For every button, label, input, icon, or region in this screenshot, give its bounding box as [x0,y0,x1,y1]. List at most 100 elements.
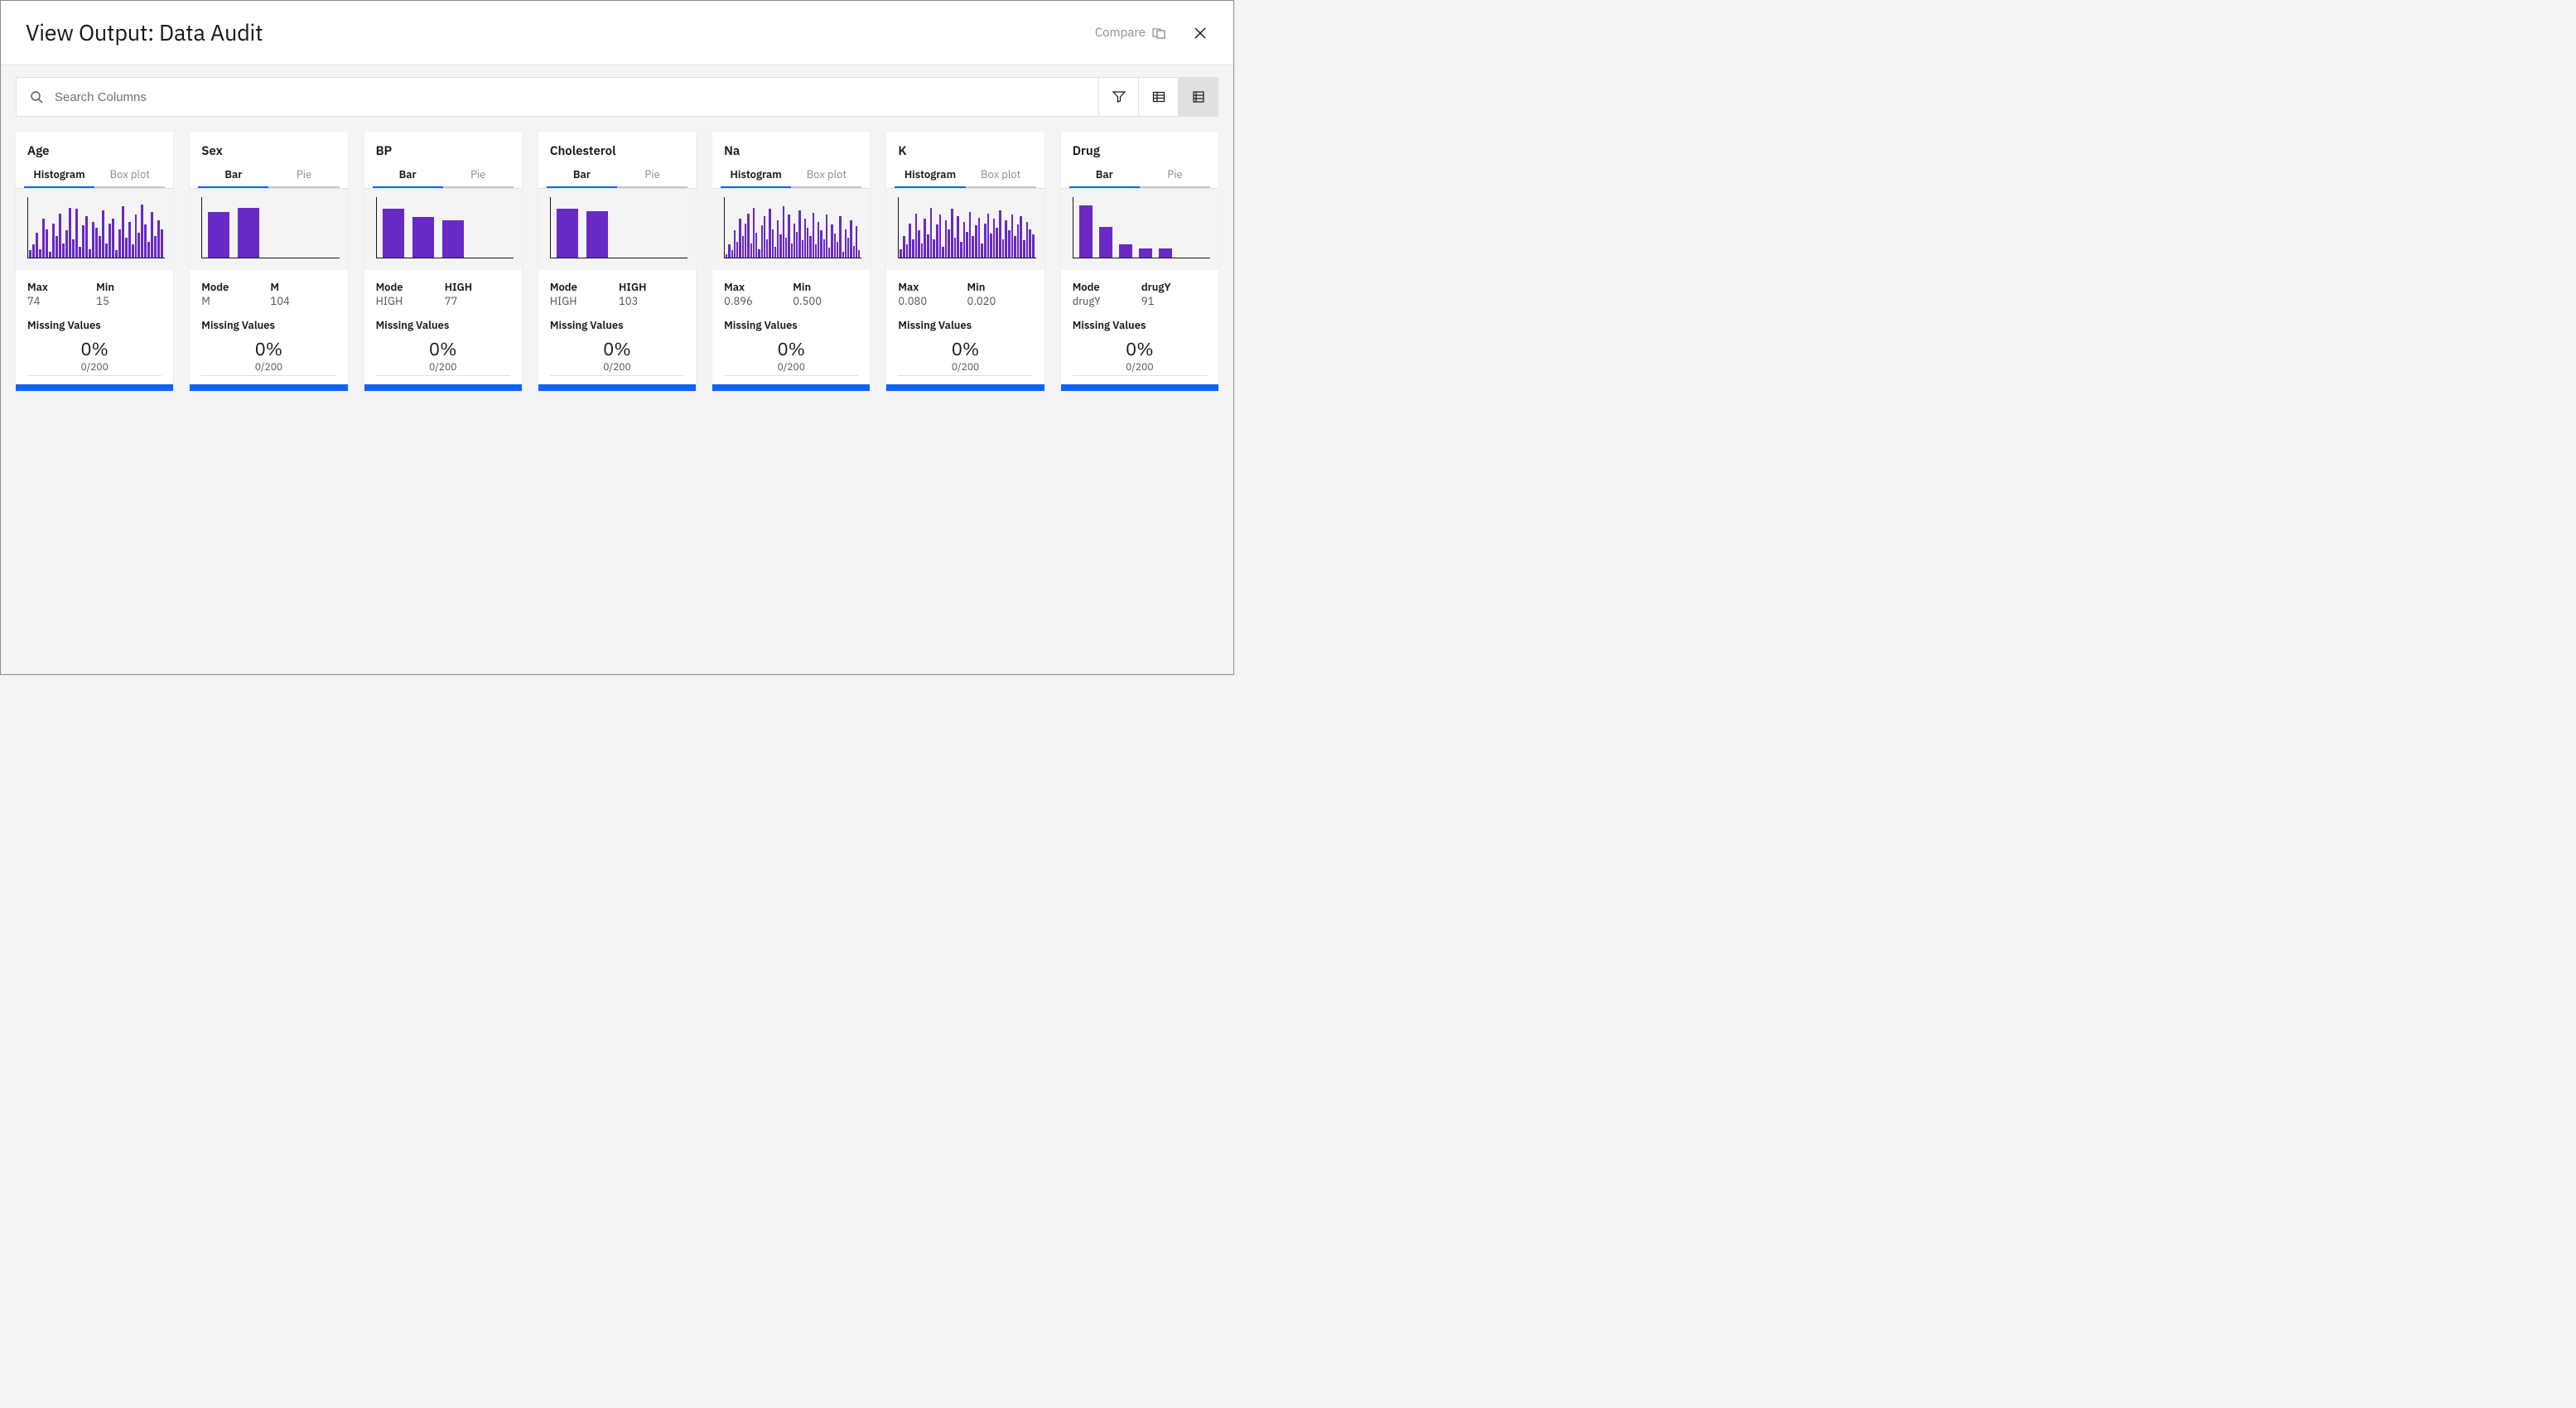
stat-value: M [201,294,267,308]
column-card-drug: DrugBarPieModedrugYdrugY91Missing Values… [1061,132,1218,391]
chart-tabs: BarPie [1061,164,1218,189]
stats-row: Max0.896 Min0.500 [712,270,870,310]
missing-pct: 0% [27,337,162,361]
tab-pie[interactable]: Pie [617,167,687,188]
missing-values: Missing Values 0%0/200 [16,310,173,379]
chart-area [1061,189,1218,270]
missing-values-label: Missing Values [898,318,1032,332]
page-title: View Output: Data Audit [26,18,263,47]
missing-values-label: Missing Values [550,318,684,332]
stat-label: Min [96,280,162,294]
stat-label: Min [793,280,858,294]
chart-tabs: BarPie [190,164,347,189]
missing-values: Missing Values0%0/200 [364,310,522,379]
compare-button[interactable]: Compare [1095,25,1165,41]
stat-value: 0.020 [967,294,1033,308]
close-button[interactable] [1190,23,1210,43]
stat-label: Max [724,280,789,294]
stat-value: 0.896 [724,294,789,308]
tab-bar[interactable]: Bar [373,167,443,188]
tab-bar[interactable]: Bar [547,167,617,188]
chart-area [190,189,347,270]
close-icon [1194,27,1207,40]
stat-value: 77 [445,294,510,308]
stat-value: drugY [1073,294,1138,308]
card-accent-bar [538,384,696,391]
stat-value: 74 [27,294,93,308]
missing-values-label: Missing Values [201,318,335,332]
column-card-bp: BPBarPieModeHIGHHIGH77Missing Values0%0/… [364,132,522,391]
missing-frac: 0/200 [724,361,858,374]
card-view-icon [1192,90,1205,104]
card-title: Age [16,132,173,164]
card-title: Drug [1061,132,1218,164]
stat-value: HIGH [550,294,615,308]
stats-row: ModeMM104 [190,270,347,310]
tab-pie[interactable]: Pie [443,167,514,188]
stats-row: Max74Min15 [16,270,173,310]
missing-values: Missing Values 0%0/200 [886,310,1044,379]
card-title: Sex [190,132,347,164]
tab-bar[interactable]: Bar [198,167,268,188]
tab-histogram[interactable]: Histogram [721,167,791,188]
missing-values-label: Missing Values [27,318,162,332]
filter-button[interactable] [1098,78,1138,116]
search-wrap [17,78,1098,116]
tab-histogram[interactable]: Histogram [24,167,94,188]
missing-values-label: Missing Values [724,318,858,332]
missing-values: Missing Values0%0/200 [190,310,347,379]
tab-pie[interactable]: Pie [268,167,339,188]
stat-value: 15 [96,294,162,308]
missing-pct: 0% [898,337,1032,361]
missing-pct: 0% [201,337,335,361]
column-card-age: AgeHistogramBox plotMax74Min15Missing Va… [16,132,173,391]
tab-bar[interactable]: Bar [1069,167,1140,188]
filter-icon [1112,90,1126,104]
search-icon [30,90,43,104]
tab-boxplot[interactable]: Box plot [94,167,165,188]
card-accent-bar [364,384,522,391]
chart-area [538,189,696,270]
missing-values-label: Missing Values [376,318,510,332]
card-view-button[interactable] [1178,78,1218,116]
search-input[interactable] [55,90,1085,104]
stat-label: HIGH [619,280,684,294]
card-title: K [886,132,1044,164]
stat-label: HIGH [445,280,510,294]
column-card-na: NaHistogramBox plotMax0.896Min0.500Missi… [712,132,870,391]
header-bar: View Output: Data Audit Compare [1,1,1233,65]
table-icon [1152,90,1165,104]
missing-frac: 0/200 [898,361,1032,374]
stat-label: Mode [1073,280,1138,294]
cards-grid: AgeHistogramBox plotMax74Min15Missing Va… [1,117,1233,406]
data-audit-window: View Output: Data Audit Compare [0,0,1234,675]
stats-row: ModeHIGHHIGH103 [538,270,696,310]
stats-row: ModedrugYdrugY91 [1061,270,1218,310]
card-accent-bar [712,384,870,391]
column-card-cholesterol: CholesterolBarPieModeHIGHHIGH103Missing … [538,132,696,391]
card-title: BP [364,132,522,164]
chart-area [364,189,522,270]
stat-value: 0.500 [793,294,858,308]
chart-tabs: HistogramBox plot [712,164,870,189]
column-card-k: KHistogramBox plotMax0.080Min0.020Missin… [886,132,1044,391]
missing-frac: 0/200 [27,361,162,374]
table-view-button[interactable] [1138,78,1178,116]
stat-value: 91 [1141,294,1207,308]
tab-boxplot[interactable]: Box plot [966,167,1036,188]
card-title: Na [712,132,870,164]
chart-tabs: HistogramBox plot [16,164,173,189]
stat-label: Max [898,280,963,294]
stats-row: Max0.080Min0.020 [886,270,1044,310]
stat-value: HIGH [376,294,441,308]
stat-label: Mode [550,280,615,294]
stat-label: Mode [201,280,267,294]
stat-value: 104 [270,294,335,308]
tab-histogram[interactable]: Histogram [895,167,965,188]
card-accent-bar [1061,384,1218,391]
stat-value: 103 [619,294,684,308]
tab-pie[interactable]: Pie [1140,167,1210,188]
stat-label: drugY [1141,280,1207,294]
tab-boxplot[interactable]: Box plot [791,167,861,188]
stat-label: Mode [376,280,441,294]
